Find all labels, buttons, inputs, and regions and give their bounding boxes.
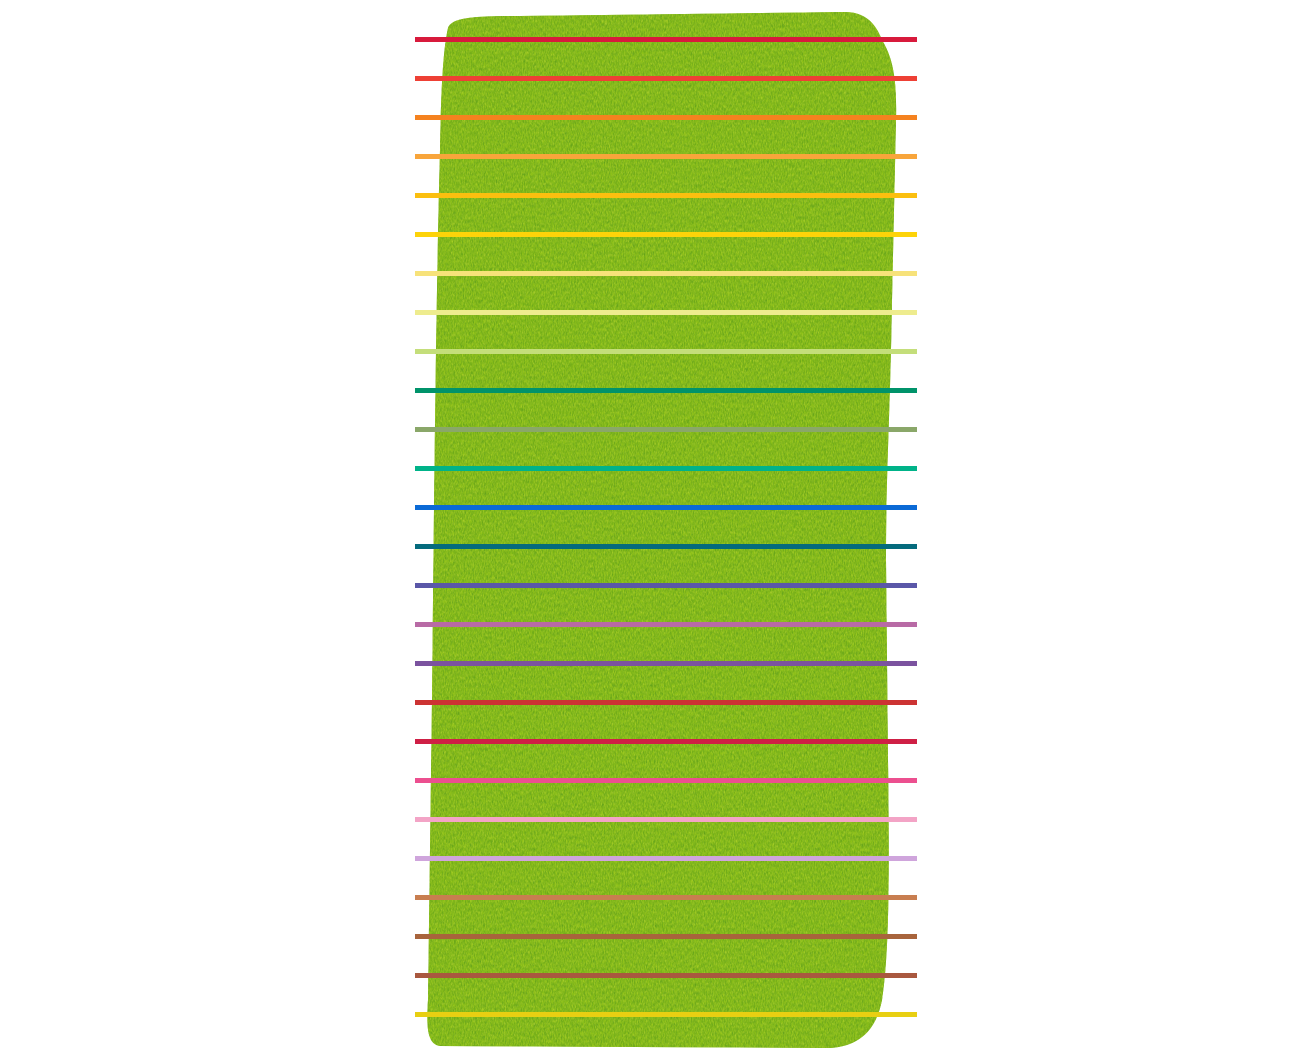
stripe-lines [415,37,917,1017]
rug-light-pile [427,12,897,1048]
rug-texture [427,12,897,1048]
